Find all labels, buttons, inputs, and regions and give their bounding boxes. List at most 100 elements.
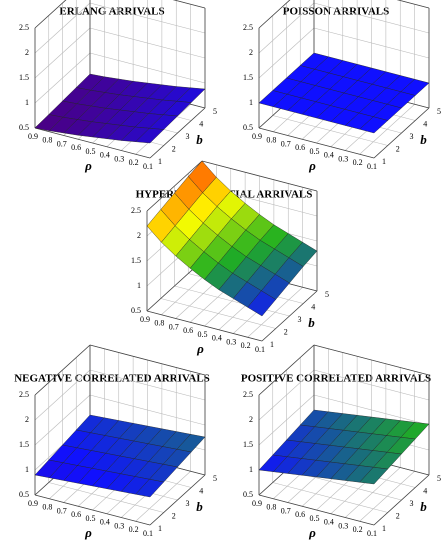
- axis-edge: [149, 107, 206, 159]
- x-tick-label: 0.1: [367, 529, 377, 538]
- z-tick-label: 2: [25, 415, 29, 424]
- chart-panel: POSITIVE CORRELATED ARRIVALS 0.5 1 1.5 2 2.5 0…: [241, 344, 441, 540]
- y-tick-label: 3: [410, 132, 414, 141]
- y-tick-label: 1: [382, 157, 386, 166]
- y-tick-label: 2: [396, 511, 400, 520]
- x-tick-label: 0.5: [86, 147, 96, 156]
- x-tick-label: 0.8: [266, 136, 276, 145]
- x-tick-label: 0.8: [154, 319, 164, 328]
- y-tick-label: 4: [199, 119, 203, 128]
- z-tick-label: 2: [137, 231, 141, 240]
- y-tick-label: 1: [158, 524, 162, 533]
- grid-line: [272, 115, 388, 146]
- x-tick-label: 0.3: [226, 337, 236, 346]
- chart-title: POSITIVE CORRELATED ARRIVALS: [241, 373, 431, 385]
- z-tick-label: 1.5: [19, 440, 29, 449]
- axis-edge: [34, 0, 67, 29]
- z-tick-label: 2.5: [19, 390, 29, 399]
- x-tick-label: 0.2: [353, 525, 363, 534]
- surface-cell: [247, 290, 277, 317]
- y-tick-label: 3: [186, 499, 190, 508]
- z-tick-label: 2.5: [131, 206, 141, 215]
- axis-edge: [261, 290, 318, 342]
- x-tick-label: 0.2: [241, 341, 251, 350]
- x-tick-label: 0.2: [353, 158, 363, 167]
- grid-line: [272, 482, 388, 513]
- chart-title: POISSON ARRIVALS: [283, 6, 389, 18]
- x-tick-label: 0.7: [169, 322, 179, 331]
- x-tick-label: 0.1: [143, 162, 153, 171]
- axis-edge: [34, 344, 91, 396]
- x-tick-label: 0.6: [295, 143, 305, 152]
- axis-edge: [396, 0, 430, 9]
- x-tick-label: 0.7: [57, 139, 67, 148]
- axis-edge: [34, 494, 151, 526]
- z-tick-label: 0.5: [19, 123, 29, 132]
- y-tick-label: 3: [298, 315, 302, 324]
- x-tick-label: 0.1: [367, 162, 377, 171]
- x-tick-label: 0.3: [338, 521, 348, 530]
- x-axis-label: ρ: [84, 158, 92, 173]
- y-tick-label: 1: [382, 524, 386, 533]
- axis-edge: [146, 160, 203, 212]
- z-tick-label: 1.5: [19, 73, 29, 82]
- x-tick-label: 0.6: [183, 326, 193, 335]
- axis-edge: [149, 474, 206, 526]
- y-tick-label: 5: [325, 290, 329, 299]
- x-tick-label: 0.2: [129, 525, 139, 534]
- y-tick-label: 3: [410, 499, 414, 508]
- axis-edge: [373, 474, 430, 526]
- y-tick-label: 2: [172, 511, 176, 520]
- z-tick-label: 0.5: [243, 123, 253, 132]
- axis-edge: [201, 160, 318, 192]
- y-axis-label: b: [308, 315, 315, 330]
- z-tick-label: 1.5: [243, 440, 253, 449]
- grid-line: [160, 298, 276, 329]
- x-axis-label: ρ: [308, 158, 316, 173]
- x-tick-label: 0.4: [100, 151, 110, 160]
- x-axis-label: ρ: [196, 341, 204, 356]
- chart-panel: POISSON ARRIVALS 0.5 1 1.5 2 2.5 0.9 0.8 0.7 0.6 0…: [243, 0, 441, 173]
- z-tick-label: 1.5: [131, 256, 141, 265]
- x-tick-label: 0.9: [140, 315, 150, 324]
- x-tick-label: 0.6: [295, 510, 305, 519]
- x-tick-label: 0.1: [255, 345, 265, 354]
- x-tick-label: 0.7: [57, 506, 67, 515]
- y-tick-label: 2: [172, 144, 176, 153]
- x-tick-label: 0.9: [252, 499, 262, 508]
- y-axis-label: b: [196, 132, 203, 147]
- z-tick-label: 1.5: [243, 73, 253, 82]
- x-tick-label: 0.8: [42, 136, 52, 145]
- z-tick-label: 0.5: [243, 490, 253, 499]
- y-tick-label: 4: [311, 302, 315, 311]
- x-tick-label: 0.1: [143, 529, 153, 538]
- axis-edge: [258, 344, 315, 396]
- grid-line: [48, 482, 164, 513]
- z-tick-label: 2.5: [19, 23, 29, 32]
- y-tick-label: 5: [213, 474, 217, 483]
- z-tick-label: 2.5: [243, 390, 253, 399]
- x-tick-label: 0.5: [198, 330, 208, 339]
- x-tick-label: 0.5: [310, 147, 320, 156]
- z-tick-label: 2: [249, 415, 253, 424]
- axis-edge: [89, 344, 206, 376]
- chart-title: ERLANG ARRIVALS: [59, 6, 164, 18]
- x-tick-label: 0.6: [71, 510, 81, 519]
- x-tick-label: 0.9: [252, 132, 262, 141]
- y-tick-label: 4: [423, 486, 427, 495]
- chart-panel: HYPEREXPONENTIAL ARRIVALS0.511.522.50.90…: [131, 160, 329, 356]
- z-tick-label: 2: [25, 48, 29, 57]
- x-tick-label: 0.9: [28, 499, 38, 508]
- x-tick-label: 0.9: [28, 132, 38, 141]
- x-tick-label: 0.7: [281, 506, 291, 515]
- x-tick-label: 0.5: [310, 514, 320, 523]
- z-tick-label: 1: [249, 465, 253, 474]
- surface-cell: [359, 116, 389, 134]
- axis-edge: [34, 127, 151, 159]
- y-tick-label: 5: [437, 107, 441, 116]
- y-tick-label: 2: [284, 327, 288, 336]
- x-tick-label: 0.4: [324, 518, 334, 527]
- chart-panel: NEGATIVE CORRELATED ARRIVALS 0.5 1 1.5 2 2.5 0…: [14, 344, 217, 540]
- x-axis-label: ρ: [308, 525, 316, 540]
